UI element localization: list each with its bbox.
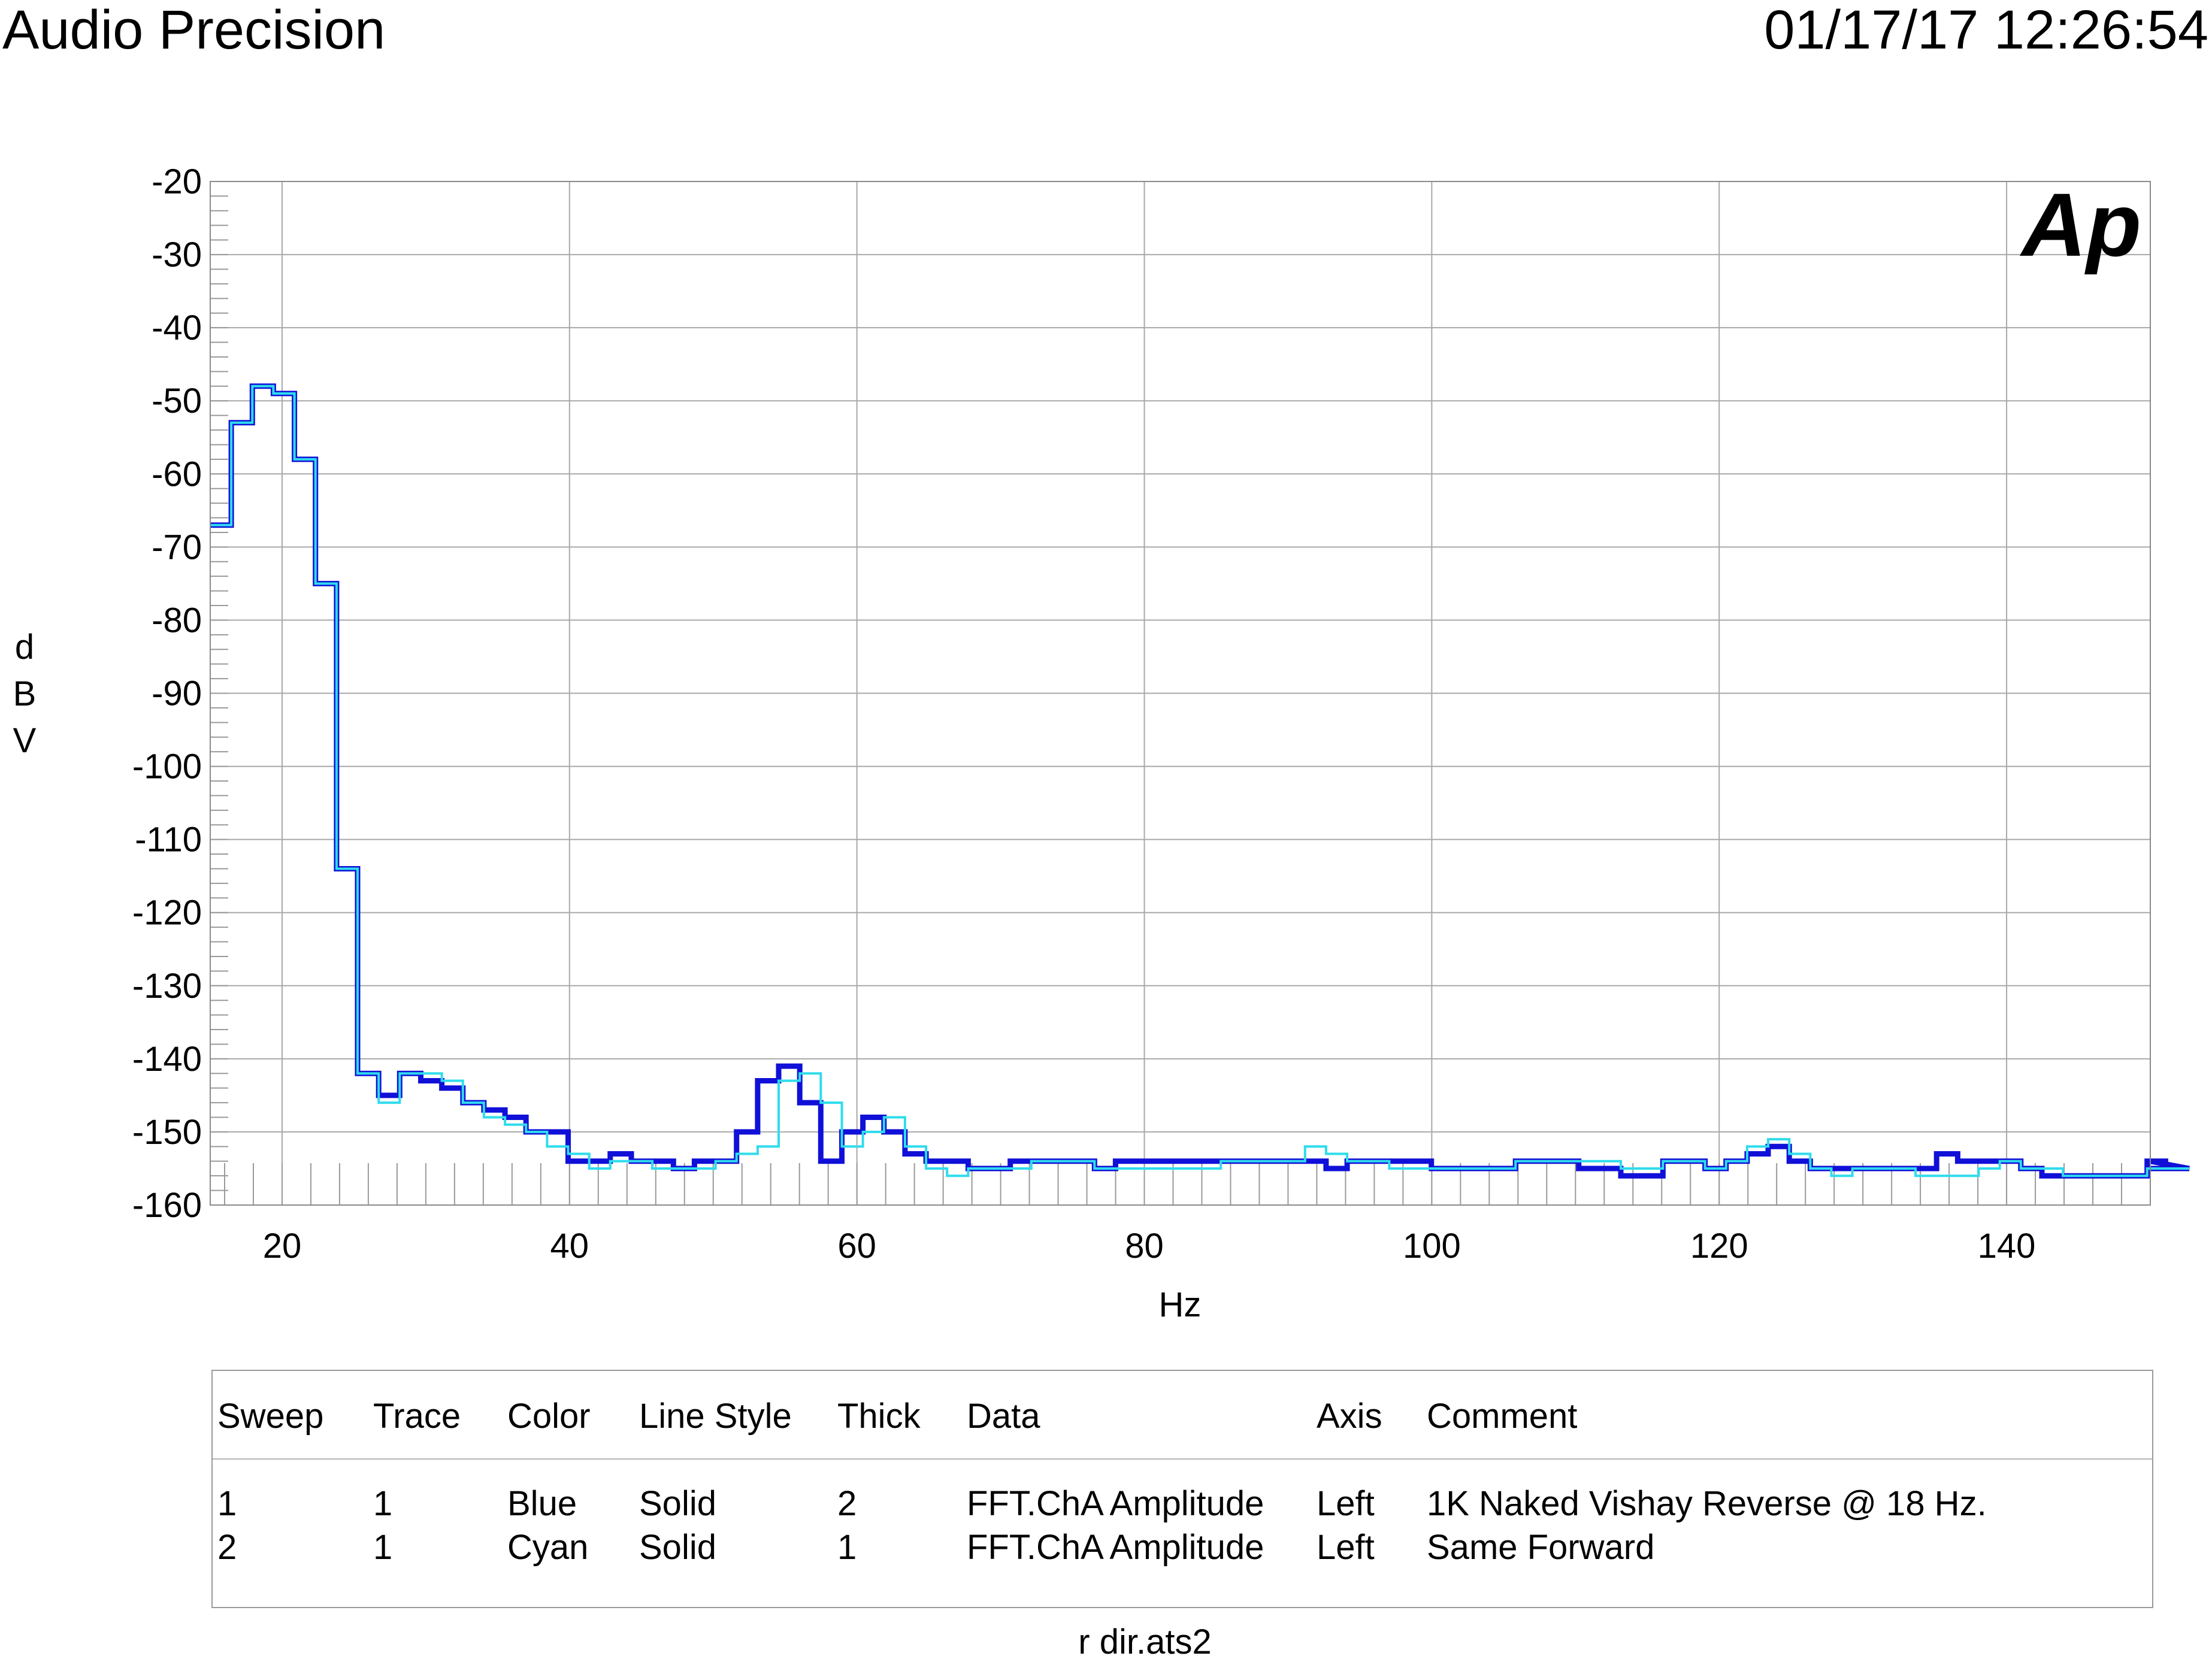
x-axis-label: Hz (1159, 1285, 1202, 1324)
ap-logo: Ap (2019, 174, 2141, 275)
y-tick-label-14: -160 (132, 1186, 202, 1225)
x-tick-label-4: 100 (1403, 1227, 1461, 1266)
legend-header-color: Color (507, 1397, 591, 1436)
legend-row-1-trace: 1 (373, 1484, 393, 1523)
legend-table: Sweep Trace Color Line Style Thick Data … (211, 1370, 2153, 1608)
x-tick-labels: 20 40 60 80 100 120 140 (263, 1227, 2036, 1266)
footer-filename: r dir.ats2 (1078, 1622, 1212, 1661)
y-axis-label: dBV (13, 628, 37, 760)
legend-row-1-data: FFT.ChA Amplitude (967, 1484, 1264, 1523)
legend-row-2-color: Cyan (507, 1528, 589, 1567)
legend-row-1-sweep: 1 (217, 1484, 237, 1523)
fft-amplitude-chart: -20 -30 -40 -50 -60 -70 -80 -90 -100 -110 -120 -130… (13, 162, 2190, 1324)
y-tick-label-13: -150 (132, 1113, 202, 1152)
y-tick-label-12: -140 (132, 1040, 202, 1079)
legend-row-2-axis: Left (1317, 1528, 1375, 1567)
x-tick-label-1: 40 (550, 1227, 589, 1266)
legend-row-1-color: Blue (507, 1484, 577, 1523)
plot-frame (210, 181, 2151, 1206)
series-line-1 (210, 383, 2190, 1179)
y-tick-label-5: -70 (152, 528, 202, 567)
legend-header-data: Data (967, 1397, 1040, 1436)
y-axis-label-char-2: V (13, 721, 37, 760)
legend-header-comment: Comment (1427, 1397, 1578, 1436)
legend-row-2-comment: Same Forward (1427, 1528, 1655, 1567)
legend-row-2-sweep: 2 (217, 1528, 237, 1567)
y-axis-label-char-0: d (15, 628, 34, 667)
legend-row-1-line-style: Solid (639, 1484, 716, 1523)
series-line-2 (210, 385, 2189, 1177)
legend-header-trace: Trace (373, 1397, 461, 1436)
x-tick-label-3: 80 (1125, 1227, 1164, 1266)
y-tick-label-7: -90 (152, 674, 202, 713)
legend-row-2-data: FFT.ChA Amplitude (967, 1528, 1264, 1567)
legend-header-axis: Axis (1317, 1397, 1382, 1436)
legend-row-1-thick: 2 (837, 1484, 857, 1523)
legend-header-line-style: Line Style (639, 1397, 792, 1436)
legend-row-2-trace: 1 (373, 1528, 393, 1567)
legend-row-1-axis: Left (1317, 1484, 1375, 1523)
legend-row-2-line-style: Solid (639, 1528, 716, 1567)
x-tick-label-2: 60 (837, 1227, 876, 1266)
y-tick-label-4: -60 (152, 455, 202, 494)
legend-header-sweep: Sweep (217, 1397, 324, 1436)
y-tick-label-1: -30 (152, 235, 202, 274)
y-tick-label-0: -20 (152, 162, 202, 201)
x-tick-label-6: 140 (1978, 1227, 2036, 1266)
chart-grid (210, 181, 2150, 1206)
x-tick-label-5: 120 (1690, 1227, 1748, 1266)
y-tick-label-6: -80 (152, 601, 202, 640)
legend-row-2-thick: 1 (837, 1528, 857, 1567)
y-tick-label-8: -100 (132, 747, 202, 786)
legend-header-thick: Thick (837, 1397, 921, 1436)
y-tick-label-3: -50 (152, 382, 202, 420)
legend-divider (213, 1458, 2152, 1460)
legend-row-1-comment: 1K Naked Vishay Reverse @ 18 Hz. (1427, 1484, 1987, 1523)
datetime-stamp: 01/17/17 12:26:54 (1764, 0, 2208, 60)
minor-ticks (210, 181, 2151, 1206)
x-tick-label-0: 20 (263, 1227, 302, 1266)
y-axis-label-char-1: B (13, 674, 37, 713)
y-tick-label-9: -110 (135, 821, 202, 859)
app-title: Audio Precision (2, 0, 386, 60)
y-tick-label-11: -130 (132, 967, 202, 1006)
ap-logo-text: Ap (2019, 174, 2141, 275)
y-tick-label-2: -40 (152, 308, 202, 347)
chart-series (210, 383, 2190, 1179)
y-tick-labels: -20 -30 -40 -50 -60 -70 -80 -90 -100 -110 -120 -130… (132, 162, 202, 1225)
y-tick-label-10: -120 (132, 894, 202, 933)
